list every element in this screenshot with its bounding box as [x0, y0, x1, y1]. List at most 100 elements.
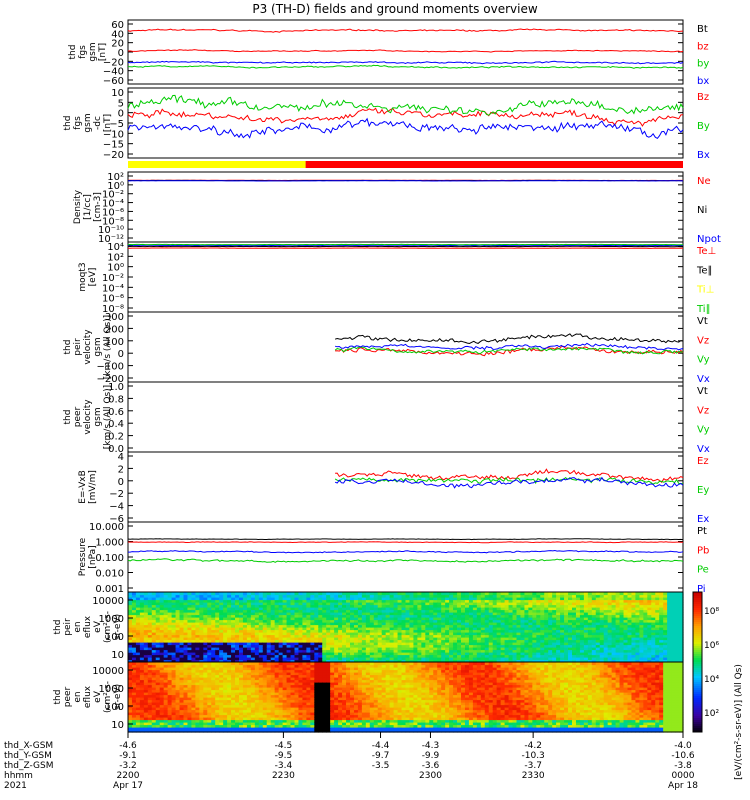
- spectrogram-cell: [639, 624, 644, 628]
- spectrogram-cell: [246, 654, 252, 658]
- spectrogram-cell: [389, 597, 395, 601]
- spectrogram-cell: [227, 692, 232, 696]
- spectrogram-cell: [155, 617, 161, 621]
- spectrogram-cell: [552, 592, 557, 596]
- spectrogram-cell: [536, 629, 541, 633]
- spectrogram-cell: [496, 594, 502, 598]
- spectrogram-cell: [369, 629, 375, 633]
- spectrogram-cell: [476, 617, 482, 621]
- spectrogram-cell: [472, 644, 478, 648]
- spectrogram-cell: [548, 617, 553, 621]
- spectrogram-cell: [191, 727, 196, 731]
- spectrogram-cell: [219, 707, 224, 711]
- spectrogram-cell: [437, 614, 442, 618]
- spectrogram-cell: [163, 714, 169, 718]
- spectrogram-cell: [159, 677, 165, 681]
- spectrogram-cell: [433, 652, 438, 656]
- spectrogram-cell: [575, 654, 581, 658]
- spectrogram-cell: [667, 604, 672, 608]
- spectrogram-cell: [457, 659, 462, 663]
- spectrogram-cell: [199, 592, 204, 596]
- spectrogram-cell: [246, 627, 252, 631]
- spectrogram-cell: [258, 624, 264, 628]
- spectrogram-cell: [643, 627, 648, 631]
- spectrogram-cell: [449, 612, 454, 616]
- spectrogram-cell: [631, 612, 637, 616]
- spectrogram-cell: [631, 609, 637, 613]
- spectrogram-cell: [191, 677, 196, 681]
- spectrogram-cell: [651, 609, 656, 613]
- spectrogram-cell: [231, 692, 236, 696]
- spectrogram-cell: [215, 647, 220, 651]
- spectrogram-cell: [203, 719, 208, 723]
- spectrogram-cell: [512, 602, 518, 606]
- spectrogram-cell: [631, 657, 637, 661]
- spectrogram-cell: [496, 657, 502, 661]
- spectrogram-cell: [179, 704, 185, 708]
- y-tick-label: 0.8: [108, 394, 124, 405]
- spectrogram-cell: [128, 602, 133, 606]
- spectrogram-cell: [143, 619, 149, 623]
- spectrogram-cell: [290, 614, 296, 618]
- spectrogram-cell: [627, 599, 633, 603]
- spectrogram-cell: [211, 662, 216, 666]
- spectrogram-cell: [342, 654, 347, 658]
- y-tick-label: 0.2: [108, 432, 124, 443]
- spectrogram-cell: [623, 642, 629, 646]
- spectrogram-cell: [671, 599, 676, 603]
- spectrogram-cell: [651, 657, 656, 661]
- spectrogram-cell: [627, 657, 633, 661]
- spectrogram-cell: [413, 592, 418, 596]
- spectrogram-cell: [163, 709, 169, 713]
- spectrogram-cell: [591, 657, 597, 661]
- spectrogram-cell: [350, 634, 355, 638]
- spectrogram-cell: [282, 594, 288, 598]
- spectrogram-cell: [191, 702, 196, 706]
- spectrogram-cell: [346, 642, 351, 646]
- spectrogram-cell: [675, 654, 680, 658]
- spectrogram-cell: [488, 624, 494, 628]
- spectrogram-cell: [643, 652, 648, 656]
- spectrogram-cell: [151, 704, 157, 708]
- spectrogram-cell: [159, 729, 165, 733]
- spectrogram-cell: [425, 627, 430, 631]
- spectrogram-cell: [441, 649, 446, 653]
- spectrogram-cell: [540, 642, 545, 646]
- spectrogram-cell: [183, 727, 189, 731]
- spectrogram-cell: [357, 604, 363, 608]
- spectrogram-cell: [480, 602, 486, 606]
- spectrogram-cell: [262, 647, 268, 651]
- spectrogram-cell: [227, 607, 232, 611]
- spectrogram-cell: [207, 624, 212, 628]
- spectrogram-cell: [361, 639, 367, 643]
- spectrogram-cell: [219, 597, 224, 601]
- y-axis-label-line: velocity: [83, 329, 93, 365]
- spectrogram-cell: [615, 632, 621, 636]
- spectrogram-cell: [175, 657, 181, 661]
- spectrogram-cell: [484, 644, 490, 648]
- spectrogram-cell: [583, 602, 589, 606]
- spectrogram-cell: [651, 637, 656, 641]
- spectrogram-cell: [270, 609, 276, 613]
- spectrogram-cell: [171, 599, 177, 603]
- spectrogram-cell: [556, 632, 561, 636]
- spectrogram-cell: [464, 627, 470, 631]
- spectrogram-cell: [488, 614, 494, 618]
- spectrogram-cell: [564, 647, 569, 651]
- spectrogram-cell: [278, 599, 284, 603]
- spectrogram-cell: [595, 657, 601, 661]
- spectrogram-cell: [235, 642, 240, 646]
- spectrogram-cell: [290, 634, 296, 638]
- spectrogram-cell: [544, 597, 549, 601]
- spectrogram-cell: [242, 604, 248, 608]
- spectrogram-cell: [631, 629, 637, 633]
- spectrogram-cell: [211, 647, 216, 651]
- spectrogram-cell: [203, 609, 208, 613]
- spectrogram-cell: [135, 664, 141, 668]
- spectrogram-cell: [179, 712, 185, 716]
- spectrogram-cell: [298, 614, 304, 618]
- spectrogram-cell: [183, 704, 189, 708]
- spectrogram-cell: [262, 657, 268, 661]
- spectrogram-cell: [365, 637, 371, 641]
- spectrogram-cell: [211, 654, 216, 658]
